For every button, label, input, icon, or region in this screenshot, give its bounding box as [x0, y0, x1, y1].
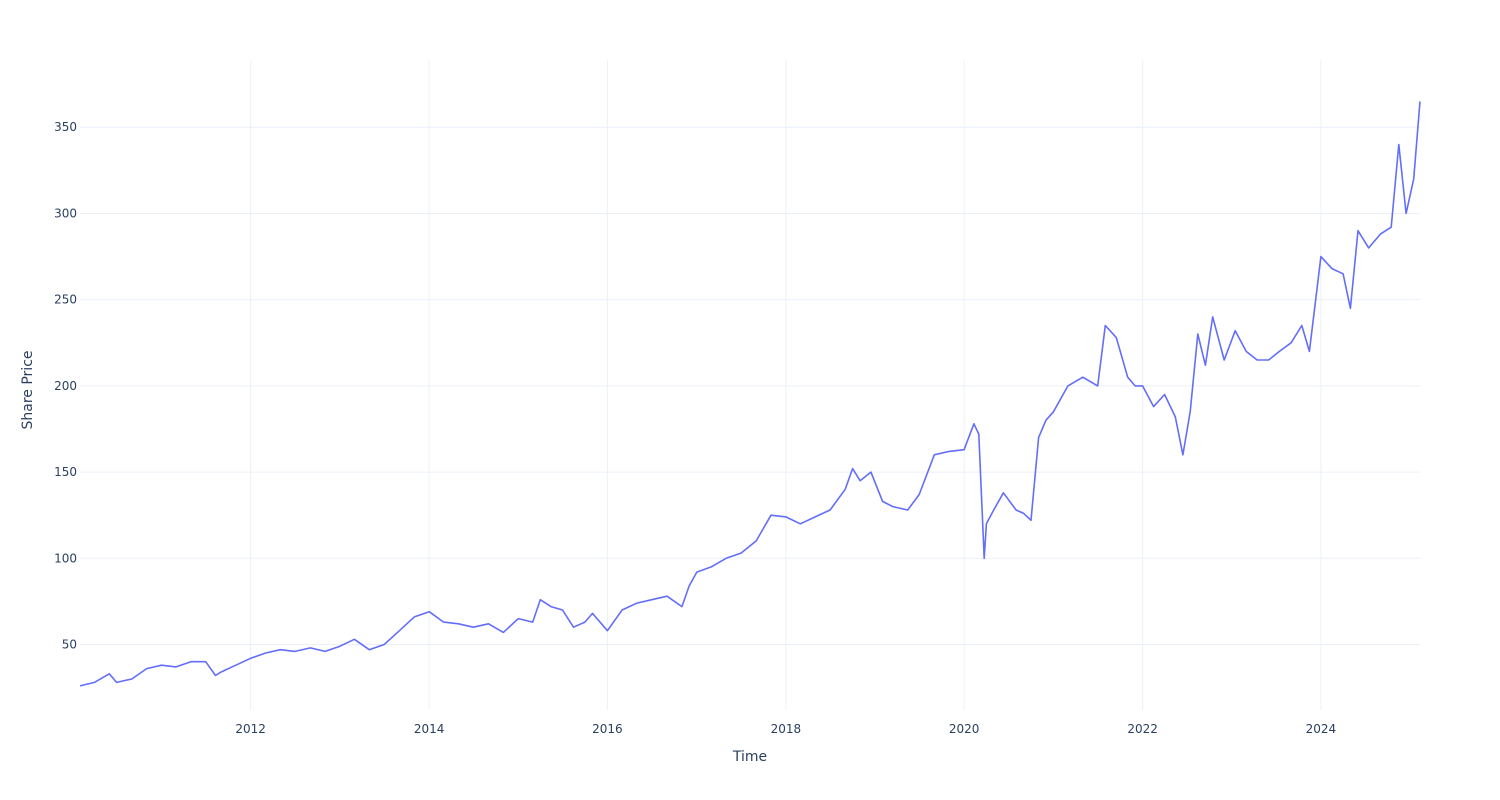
y-tick-label: 200: [54, 379, 77, 393]
x-tick-label: 2012: [235, 722, 266, 736]
y-tick-label: 150: [54, 465, 77, 479]
y-tick-label: 300: [54, 206, 77, 220]
grid-lines: [80, 60, 1420, 710]
y-tick-label: 250: [54, 293, 77, 307]
series-group: [79, 101, 1421, 687]
y-axis-title: Share Price: [20, 350, 36, 429]
x-tick-label: 2016: [592, 722, 623, 736]
y-axis-ticks: 50 100 150 200 250 300 350: [54, 120, 77, 651]
y-tick-label: 100: [54, 551, 77, 565]
x-tick-label: 2014: [414, 722, 445, 736]
x-tick-label: 2018: [771, 722, 802, 736]
x-tick-label: 2022: [1127, 722, 1158, 736]
x-axis-title: Time: [732, 749, 767, 765]
x-axis-ticks: 2012 2014 2016 2018 2020 2022 2024: [235, 722, 1336, 736]
x-tick-label: 2020: [949, 722, 980, 736]
x-tick-label: 2024: [1306, 722, 1337, 736]
y-tick-label: 50: [62, 637, 77, 651]
share-price-line: [79, 101, 1421, 687]
y-tick-label: 350: [54, 120, 77, 134]
